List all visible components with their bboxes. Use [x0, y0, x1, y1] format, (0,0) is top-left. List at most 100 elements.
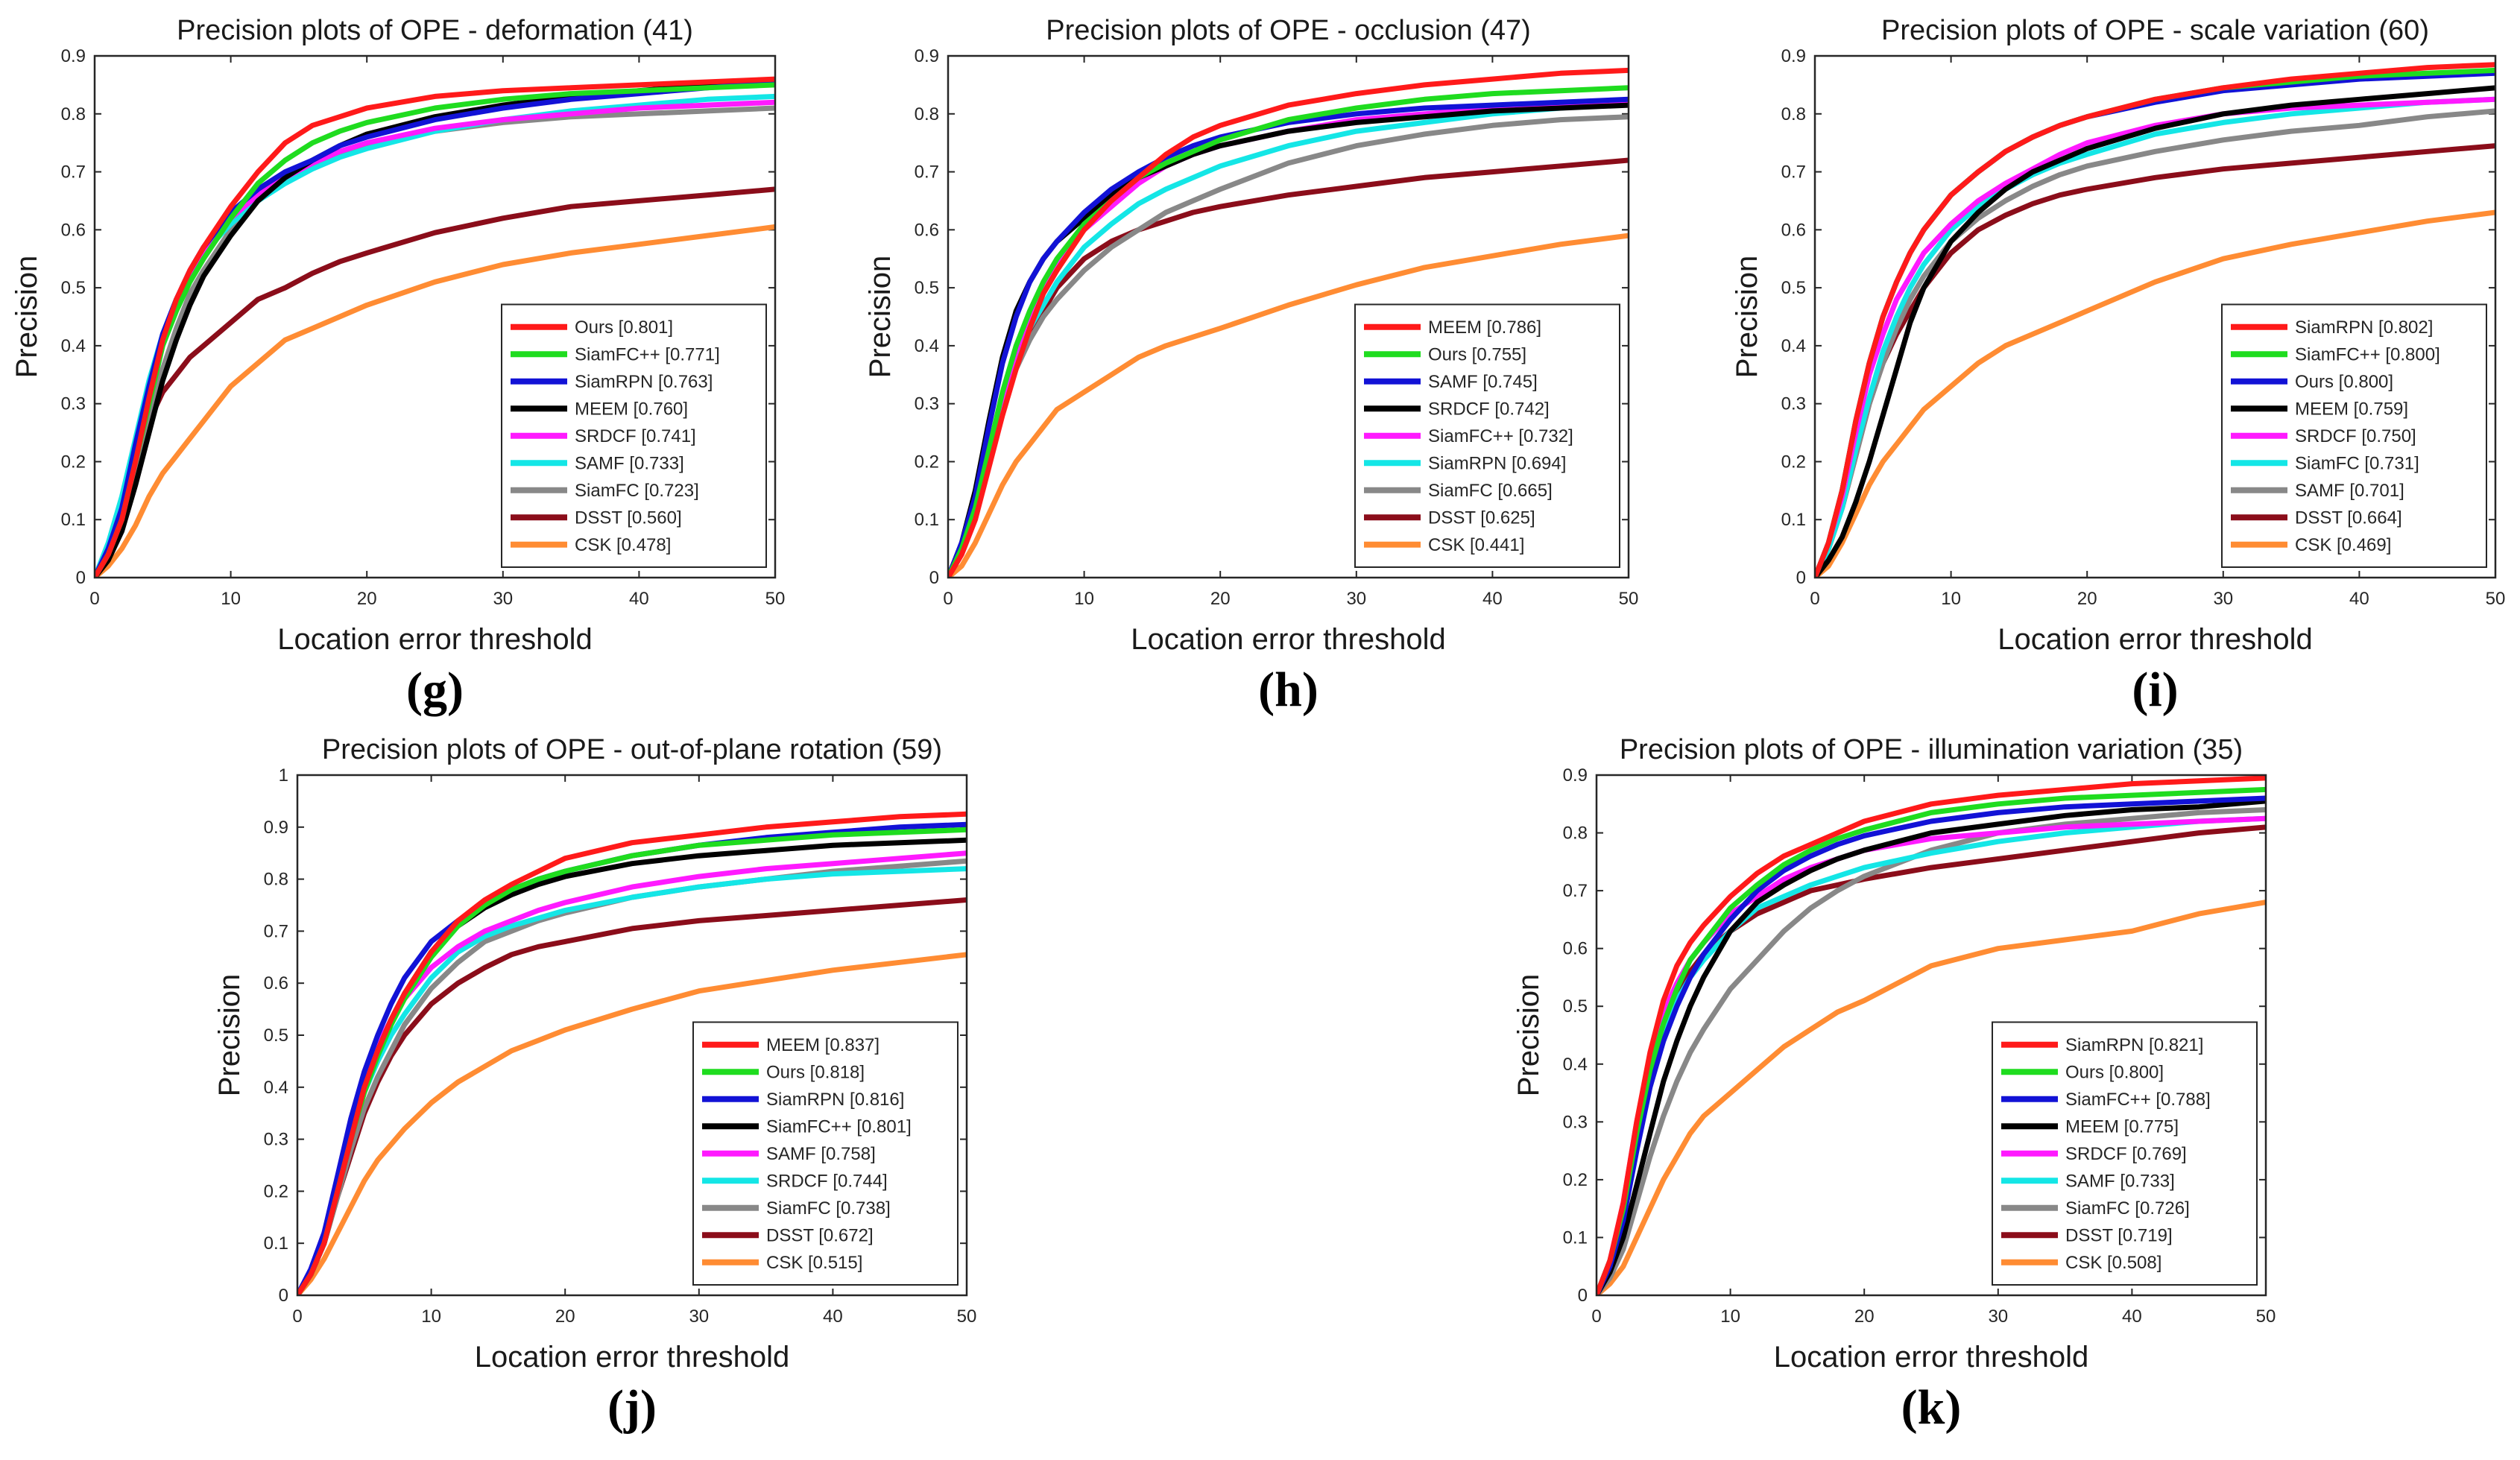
x-tick-label: 50 [765, 589, 786, 609]
series-lines [297, 811, 967, 1295]
y-tick-label: 0 [1796, 568, 1806, 588]
y-tick-label: 0 [76, 568, 86, 588]
legend-entry: SAMF [0.745] [1428, 372, 1538, 392]
legend-entry: SRDCF [0.769] [2065, 1144, 2187, 1164]
y-tick-label: 0.6 [264, 973, 288, 993]
y-tick-label: 0.8 [264, 870, 288, 890]
y-tick-label: 0.4 [1563, 1055, 1588, 1075]
x-tick-label: 40 [823, 1306, 843, 1327]
y-tick-label: 0.4 [915, 336, 939, 356]
x-tick-label: 50 [957, 1306, 977, 1327]
y-tick-label: 0.6 [1563, 939, 1588, 959]
panel-label: (g) [406, 663, 464, 717]
chart-panel-5: Precision plots of OPE - illumination va… [1512, 734, 2276, 1435]
series-line-csk [1815, 209, 2495, 578]
legend-entry: Ours [0.755] [1428, 344, 1526, 364]
legend-entry: CSK [0.441] [1428, 535, 1524, 555]
y-tick-label: 0.7 [61, 162, 86, 183]
x-tick-label: 30 [2213, 589, 2233, 609]
legend-entry: SAMF [0.701] [2295, 481, 2404, 501]
y-tick-label: 0.5 [61, 278, 86, 298]
y-axis-label: Precision [864, 256, 897, 379]
panel-label: (i) [2132, 663, 2178, 717]
x-tick-label: 40 [2349, 589, 2369, 609]
y-tick-label: 0.3 [1781, 394, 1806, 414]
legend-entry: SiamFC++ [0.788] [2065, 1090, 2211, 1110]
legend-entry: SiamFC [0.738] [766, 1198, 891, 1219]
y-tick-label: 0.3 [61, 394, 86, 414]
plot-frame [1595, 774, 2267, 1297]
legend-entry: CSK [0.469] [2295, 535, 2391, 555]
legend-entry: SiamFC++ [0.771] [575, 344, 720, 364]
series-line-meem [1597, 798, 2266, 1295]
x-tick-label: 0 [89, 589, 99, 609]
y-tick-label: 0.5 [264, 1026, 288, 1046]
legend-entry: SiamFC++ [0.801] [766, 1116, 912, 1137]
x-tick-label: 50 [2486, 589, 2506, 609]
y-axis-label: Precision [1512, 974, 1545, 1097]
y-tick-label: 0.1 [61, 510, 86, 530]
x-tick-label: 50 [2256, 1306, 2276, 1327]
y-tick-label: 0.9 [915, 46, 939, 66]
y-tick-label: 0.7 [1781, 162, 1806, 183]
legend-entry: SiamRPN [0.821] [2065, 1035, 2203, 1055]
x-tick-label: 0 [1810, 589, 1819, 609]
y-tick-label: 0 [279, 1286, 288, 1306]
y-tick-label: 0.9 [1781, 46, 1806, 66]
legend-entry: Ours [0.818] [766, 1062, 865, 1082]
series-lines [948, 67, 1629, 578]
legend-entry: SiamFC [0.723] [575, 481, 699, 501]
series-line-siamfc [1815, 96, 2495, 578]
legend-entry: SiamRPN [0.816] [766, 1090, 904, 1110]
panel-label: (k) [1901, 1380, 1962, 1435]
x-tick-label: 40 [629, 589, 649, 609]
plot-frame [947, 54, 1630, 579]
y-tick-label: 0.1 [264, 1233, 288, 1254]
y-tick-label: 0.8 [61, 104, 86, 124]
legend: SiamRPN [0.802] SiamFC++ [0.800] Ours [0.8… [2221, 303, 2487, 568]
legend-entry: DSST [0.625] [1428, 508, 1535, 528]
series-line-csk [1597, 900, 2266, 1295]
series-line-siamfc [1597, 795, 2266, 1295]
legend: MEEM [0.786] Ours [0.755] SAMF [0.745] SRDC… [1354, 303, 1620, 568]
series-line-ours [95, 76, 775, 578]
y-tick-label: 0.5 [915, 278, 939, 298]
legend-entry: MEEM [0.759] [2295, 399, 2408, 419]
x-tick-label: 10 [1941, 589, 1961, 609]
y-tick-label: 0 [929, 568, 939, 588]
series-lines [1597, 775, 2266, 1295]
legend-entry: DSST [0.672] [766, 1225, 874, 1245]
y-tick-label: 0.7 [915, 162, 939, 183]
series-line-csk [948, 233, 1629, 578]
legend-entry: DSST [0.719] [2065, 1225, 2173, 1245]
legend-entry: SiamFC++ [0.732] [1428, 426, 1573, 446]
legend-entry: SiamFC [0.731] [2295, 453, 2419, 473]
series-lines [1815, 62, 2495, 578]
legend-entry: MEEM [0.760] [575, 399, 688, 419]
legend-entry: CSK [0.478] [575, 535, 671, 555]
x-tick-label: 0 [292, 1306, 302, 1327]
y-tick-label: 0.4 [1781, 336, 1806, 356]
y-tick-label: 0.1 [915, 510, 939, 530]
legend-entry: MEEM [0.775] [2065, 1116, 2179, 1137]
x-tick-label: 10 [1720, 1306, 1740, 1327]
series-line-meem [1815, 85, 2495, 578]
x-tick-label: 0 [1591, 1306, 1601, 1327]
y-tick-label: 0.4 [264, 1078, 288, 1098]
x-tick-label: 20 [1210, 589, 1231, 609]
legend-entry: DSST [0.664] [2295, 508, 2402, 528]
legend-entry: SiamRPN [0.694] [1428, 453, 1566, 473]
legend-entry: SiamFC [0.665] [1428, 481, 1553, 501]
y-tick-label: 0.6 [61, 220, 86, 240]
series-line-siamrpn [1597, 775, 2266, 1295]
x-tick-label: 10 [421, 1306, 441, 1327]
y-tick-label: 0.1 [1781, 510, 1806, 530]
chart-panel-4: Precision plots of OPE - out-of-plane ro… [213, 734, 976, 1435]
legend-entry: SRDCF [0.744] [766, 1171, 888, 1191]
y-tick-label: 0 [1578, 1286, 1588, 1306]
legend-entry: SiamRPN [0.802] [2295, 317, 2433, 338]
legend-entry: SAMF [0.733] [2065, 1171, 2175, 1191]
panel-label: (h) [1258, 663, 1319, 717]
y-tick-label: 0.9 [61, 46, 86, 66]
